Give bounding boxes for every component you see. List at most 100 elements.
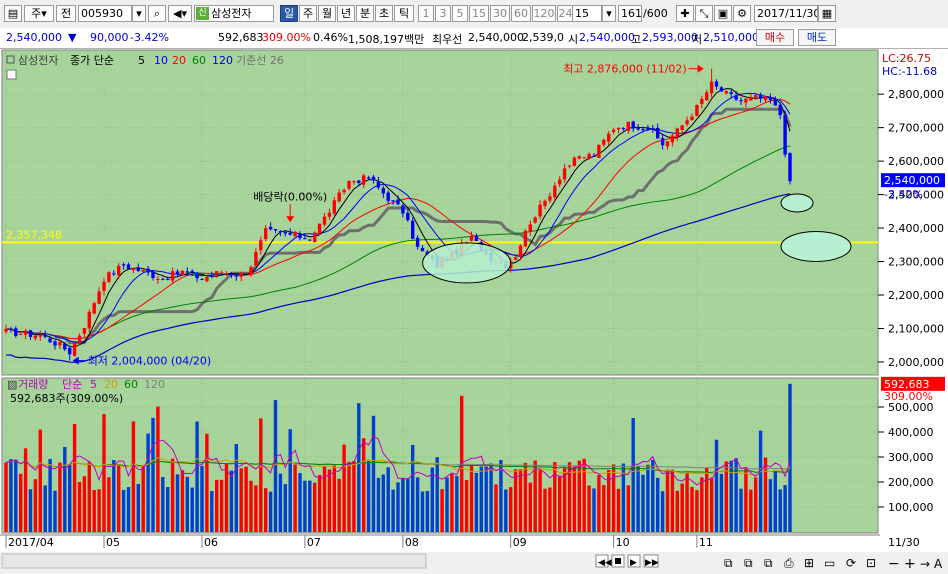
chart-scroll-icon[interactable] (6, 69, 17, 80)
gear-icon[interactable]: ⚙ (733, 5, 751, 22)
price-axis (880, 50, 946, 375)
period-tick-tab[interactable]: 틱 (394, 5, 414, 22)
minute-step-3[interactable]: 3 (435, 5, 451, 22)
reset-icon[interactable]: ⊡ (866, 556, 876, 570)
volume-bar (224, 463, 229, 532)
candle-body (58, 342, 62, 346)
table-icon[interactable]: ⊞ (804, 556, 814, 570)
font-size-icon[interactable]: A (934, 557, 943, 571)
candle-body (239, 273, 243, 277)
candle-body (219, 272, 224, 274)
volume-bar (744, 467, 748, 532)
chart-menu-icon[interactable]: ▤ (4, 5, 22, 22)
play-button[interactable] (627, 554, 641, 568)
tick-count-dropdown-icon[interactable]: ▾ (602, 5, 616, 22)
volume-bar (313, 482, 317, 532)
chart-toolbar: ▤ 주▾ 전 005930 ▾ ⌕ ◀▾ 신 삼성전자 일 주 월 년 분 초 … (0, 0, 948, 29)
volume-bar (582, 458, 586, 532)
minute-step-15[interactable]: 15 (469, 5, 489, 22)
pattern-icon[interactable]: ⤡ (695, 5, 713, 22)
legend-collapse-icon[interactable] (6, 55, 15, 64)
volume-bar (734, 458, 738, 532)
period-month-tab[interactable]: 월 (318, 5, 336, 22)
market-select[interactable]: 주▾ (24, 5, 54, 22)
period-day-tab[interactable]: 일 (280, 5, 298, 22)
candle-body (82, 328, 87, 334)
search-icon[interactable]: ⌕ (148, 5, 166, 22)
volume-bar (327, 469, 332, 532)
price-tick-label: 2,000,000 (888, 356, 944, 369)
compare-icon[interactable]: ⧉ (764, 556, 773, 570)
candle-body (23, 330, 28, 335)
volume-bar (592, 488, 596, 532)
price-tick-label: 2,600,000 (888, 155, 944, 168)
period-minute-tab[interactable]: 분 (356, 5, 374, 22)
candle-body (783, 114, 787, 155)
speaker-icon[interactable]: ◀▾ (168, 5, 192, 22)
stock-name-field[interactable]: 신 삼성전자 (194, 5, 274, 22)
save-icon[interactable]: ▣ (714, 5, 732, 22)
sell-button[interactable]: 매도 (798, 29, 836, 46)
volume-bar (660, 491, 665, 532)
print-icon[interactable]: ⎙ (784, 556, 794, 570)
kind-button[interactable]: 전 (56, 5, 76, 22)
candle-body (210, 275, 214, 277)
stock-code-input[interactable]: 005930 (78, 5, 132, 22)
buy-button[interactable]: 매수 (756, 29, 794, 46)
date-input[interactable]: 2017/11/30 (754, 5, 818, 22)
candle-body (474, 235, 479, 241)
volume-ma-20-line (5, 457, 791, 476)
volume-bar (636, 465, 640, 532)
scroll-first-button[interactable] (595, 554, 609, 568)
volume-bar (102, 414, 106, 532)
period-week-tab[interactable]: 주 (299, 5, 317, 22)
volume-bar (126, 487, 131, 532)
tick-count-input[interactable]: 15 (572, 5, 602, 22)
candle-body (695, 104, 699, 116)
volume-bar (754, 477, 758, 532)
refresh-icon[interactable]: ⟳ (846, 556, 856, 570)
minute-step-1[interactable]: 1 (418, 5, 434, 22)
volume-tick-label: 300,000 (888, 451, 934, 464)
price-change-rate: -3.42% (130, 31, 169, 44)
scroll-right-icon[interactable]: → (920, 557, 930, 571)
price-change: 90,000 (90, 31, 129, 44)
volume-bar (700, 477, 704, 532)
chart-area[interactable]: 2,000,000 2,100,000 2,200,000 2,300,000 2,40… (0, 49, 948, 574)
period-year-tab[interactable]: 년 (337, 5, 355, 22)
candle-body (386, 192, 390, 202)
code-dropdown-icon[interactable]: ▾ (132, 5, 146, 22)
candle-body (391, 200, 395, 202)
quote-bar: 2,540,000 ▼ 90,000 -3.42% 592,683 309.00… (0, 28, 948, 49)
volume-bar (577, 460, 581, 532)
period-second-tab[interactable]: 초 (375, 5, 393, 22)
volume-legend-ma-60: 60 (124, 378, 138, 391)
split-icon[interactable]: ⧉ (744, 556, 753, 570)
highlight-ellipse (422, 242, 512, 284)
minute-step-5[interactable]: 5 (452, 5, 468, 22)
volume-legend-collapse-icon[interactable]: ▧ (7, 378, 17, 391)
volume-tick-label: 500,000 (888, 401, 934, 414)
candle-body (43, 335, 47, 337)
minute-step-30[interactable]: 30 (490, 5, 510, 22)
candle-body (337, 192, 341, 202)
volume-bar (283, 484, 287, 532)
minute-step-120[interactable]: 120 (532, 5, 556, 22)
scroll-track[interactable] (1, 553, 427, 569)
calendar-icon[interactable]: ▦ (818, 5, 836, 22)
layout-icon[interactable]: ⧉ (724, 556, 733, 570)
zoom-out-icon[interactable]: − (888, 556, 900, 572)
range-input[interactable]: 161 (618, 5, 642, 22)
crosshair-icon[interactable]: ✚ (676, 5, 694, 22)
volume-bar (77, 482, 82, 532)
volume-bar (626, 485, 630, 532)
candle-body (102, 281, 106, 291)
volume-bar (175, 474, 180, 532)
zoom-in-icon[interactable]: + (904, 556, 916, 572)
candle-body (97, 291, 101, 304)
minute-step-60[interactable]: 60 (511, 5, 531, 22)
scroll-last-button[interactable] (643, 554, 659, 568)
best-ask: 2,540,000 (468, 31, 524, 44)
volume-bar (450, 473, 454, 532)
window-icon[interactable]: ▭ (824, 556, 835, 570)
